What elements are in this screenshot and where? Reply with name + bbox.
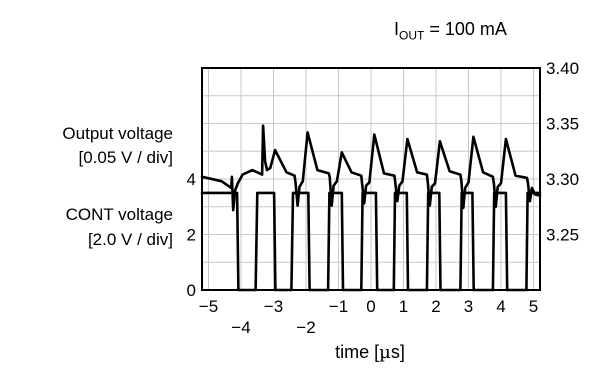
- right-y-tick-label: 3.35: [546, 115, 579, 134]
- x-axis-label: time [µs]: [335, 342, 405, 363]
- x-tick-label: −3: [264, 297, 283, 316]
- right-y-tick-label: 3.25: [546, 226, 579, 245]
- current-annotation: IOUT = 100 mA: [394, 19, 507, 46]
- x-tick-label: −2: [296, 318, 315, 337]
- annotation-subscript: OUT: [399, 28, 425, 43]
- left-y-tick-label: 4: [187, 170, 196, 189]
- right-y-tick-label: 3.30: [546, 170, 579, 189]
- x-tick-label: 2: [431, 297, 440, 316]
- left-y-tick-label: 0: [187, 281, 196, 300]
- right-y-tick-label: 3.40: [546, 59, 579, 78]
- annotation-prefix: I: [394, 19, 400, 39]
- x-axis-label-mu: µ: [379, 342, 391, 363]
- x-tick-label: 5: [529, 297, 538, 316]
- left-y-tick-label: 2: [187, 226, 196, 245]
- x-axis-label-start: time [: [335, 342, 379, 362]
- cont-voltage-scale: [2.0 V / div]: [87, 230, 173, 249]
- output-voltage-scale: [0.05 V / div]: [78, 148, 174, 167]
- output-voltage-label: Output voltage: [62, 124, 173, 143]
- output-voltage-line: [200, 124, 542, 212]
- cont-voltage-label: CONT voltage: [65, 205, 173, 224]
- plot-frame: [201, 67, 541, 291]
- x-tick-label: 4: [496, 297, 505, 316]
- x-axis-label-end: s]: [391, 342, 405, 362]
- x-tick-label: −4: [231, 318, 250, 337]
- x-tick-label: 0: [366, 297, 375, 316]
- annotation-suffix: = 100 mA: [424, 19, 507, 39]
- x-tick-label: 3: [464, 297, 473, 316]
- tick-labels: −5 −4 −3 −2 −1 0 1 2 3 4 5 3.25 3.30 3.35 3.40 0 2 4: [187, 59, 580, 337]
- x-tick-label: −1: [329, 297, 348, 316]
- x-tick-label: 1: [399, 297, 408, 316]
- x-tick-label: −5: [199, 297, 218, 316]
